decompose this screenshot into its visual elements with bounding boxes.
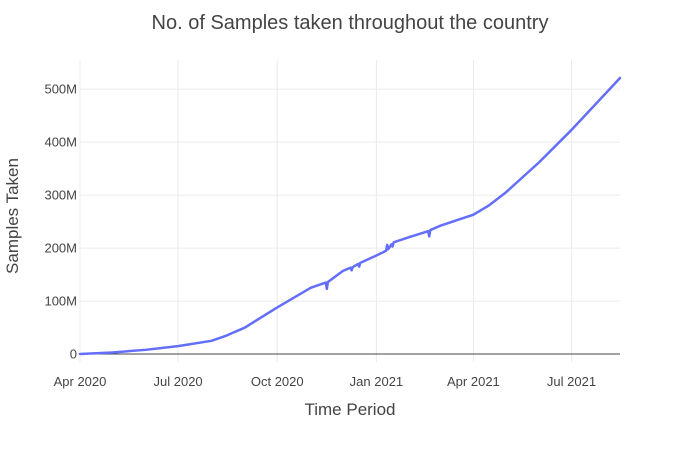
y-tick-label: 300M [44, 188, 77, 203]
y-tick-label: 0 [70, 347, 77, 362]
y-tick-label: 400M [44, 135, 77, 150]
y-axis-label: Samples Taken [3, 158, 22, 274]
chart-title: No. of Samples taken throughout the coun… [152, 12, 549, 34]
axes: Apr 2020 Jul 2020 Oct 2020 Jan 2021 Apr 2021… [44, 82, 620, 389]
x-tick-label: Jul 2021 [547, 374, 596, 389]
y-tick-label: 200M [44, 241, 77, 256]
x-tick-label: Apr 2021 [447, 374, 500, 389]
series-layer [78, 76, 622, 356]
y-tick-label: 100M [44, 294, 77, 309]
x-tick-label: Jul 2020 [154, 374, 203, 389]
series-line-0[interactable] [78, 76, 622, 356]
x-tick-label: Jan 2021 [350, 374, 404, 389]
y-tick-label: 500M [44, 82, 77, 97]
x-tick-label: Oct 2020 [251, 374, 304, 389]
x-axis-label: Time Period [304, 400, 395, 419]
x-tick-label: Apr 2020 [54, 374, 107, 389]
gridlines [79, 60, 620, 362]
